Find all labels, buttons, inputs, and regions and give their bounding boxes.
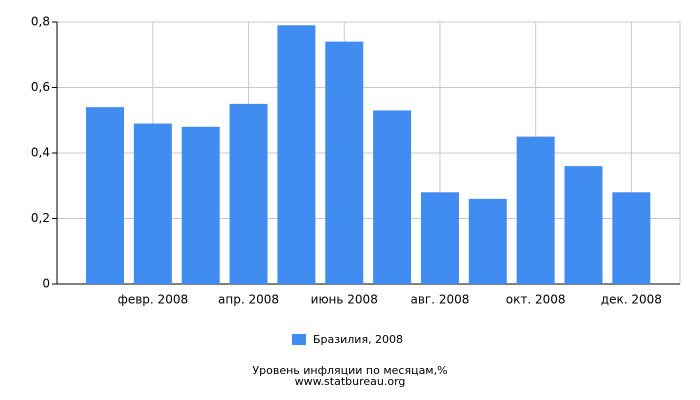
x-tick-label: авг. 2008 (410, 293, 469, 307)
bar (86, 107, 124, 285)
x-tick-label: окт. 2008 (506, 293, 566, 307)
legend-label: Бразилия, 2008 (313, 333, 403, 346)
bar (420, 192, 459, 284)
bar (229, 103, 268, 284)
y-tick-label: 0 (42, 277, 50, 291)
bar (373, 110, 412, 284)
bar (277, 25, 316, 285)
y-tick-label: 0,4 (31, 146, 50, 160)
y-tick-label: 0,6 (31, 80, 50, 94)
x-tick-label: дек. 2008 (601, 293, 662, 307)
bar (468, 198, 507, 284)
bar (181, 126, 220, 284)
bar (325, 41, 364, 285)
legend-swatch (292, 334, 306, 345)
x-tick-label: февр. 2008 (118, 293, 189, 307)
bar (516, 136, 555, 284)
chart-title: Уровень инфляции по месяцам,% (252, 364, 447, 377)
bar (133, 123, 172, 285)
bar (564, 166, 603, 284)
chart-subtitle: www.statbureau.org (295, 375, 406, 388)
y-tick-label: 0,8 (31, 15, 50, 29)
y-tick-label: 0,2 (31, 211, 50, 225)
x-tick-label: апр. 2008 (218, 293, 279, 307)
bar (612, 192, 651, 284)
x-tick-label: июнь 2008 (311, 293, 378, 307)
